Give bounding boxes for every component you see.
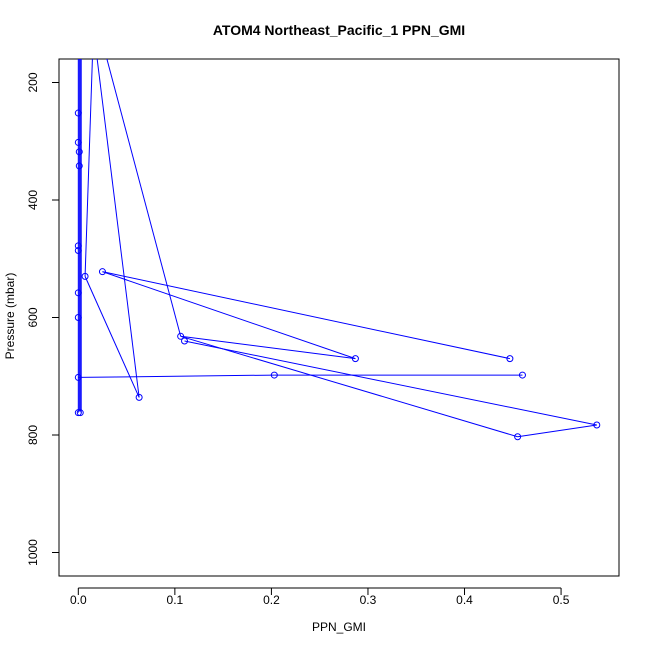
data-point: [74, 247, 82, 255]
series-line-segment: [180, 335, 356, 360]
data-point: [351, 355, 359, 363]
data-point: [98, 268, 106, 276]
data-point: [135, 393, 143, 401]
data-point: [518, 371, 526, 379]
x-axis: 0.0 0.1 0.2 0.3 0.4 0.5: [70, 587, 570, 607]
data-point: [74, 242, 82, 250]
x-tick-label: 0.2: [263, 593, 280, 607]
data-point: [74, 409, 82, 417]
y-tick-label: 800: [26, 425, 40, 445]
x-axis-label: PPN_GMI: [312, 620, 366, 634]
data-point: [74, 109, 82, 117]
y-axis-label: Pressure (mbar): [3, 273, 17, 360]
data-point: [74, 314, 82, 321]
series-line-segment: [102, 271, 511, 360]
series-line-segment: [84, 276, 140, 398]
series-ppn-gmi: [74, 59, 601, 441]
y-tick-label: 200: [26, 72, 40, 92]
data-point: [74, 289, 82, 297]
series-line-segment: [78, 374, 275, 378]
data-point: [81, 272, 89, 280]
data-point: [74, 138, 82, 146]
x-tick-label: 0.0: [70, 593, 87, 607]
data-point: [181, 337, 189, 345]
data-point: [514, 433, 522, 441]
data-point: [506, 355, 514, 363]
chart-title: ATOM4 Northeast_Pacific_1 PPN_GMI: [213, 22, 465, 38]
data-point: [76, 409, 84, 417]
x-tick-label: 0.4: [456, 593, 473, 607]
plot-frame: [58, 58, 620, 577]
x-tick-label: 0.5: [553, 593, 570, 607]
data-point: [270, 371, 278, 379]
data-point: [75, 162, 83, 170]
y-tick-label: 1000: [26, 539, 40, 566]
data-point: [177, 332, 185, 340]
series-line-segment: [84, 59, 93, 277]
series-line-segment: [184, 340, 597, 426]
data-point: [593, 421, 601, 429]
series-line-segment: [517, 424, 597, 438]
data-point: [74, 373, 82, 381]
y-axis: 200 400 600 800 1000: [26, 72, 60, 566]
data-point: [75, 148, 83, 156]
series-line-segment: [102, 271, 356, 360]
series-line-segment: [180, 335, 518, 438]
series-line-segment: [96, 59, 140, 398]
x-tick-label: 0.1: [167, 593, 184, 607]
series-line-segment: [106, 59, 182, 337]
y-tick-label: 400: [26, 190, 40, 210]
x-tick-label: 0.3: [360, 593, 377, 607]
y-tick-label: 600: [26, 307, 40, 327]
